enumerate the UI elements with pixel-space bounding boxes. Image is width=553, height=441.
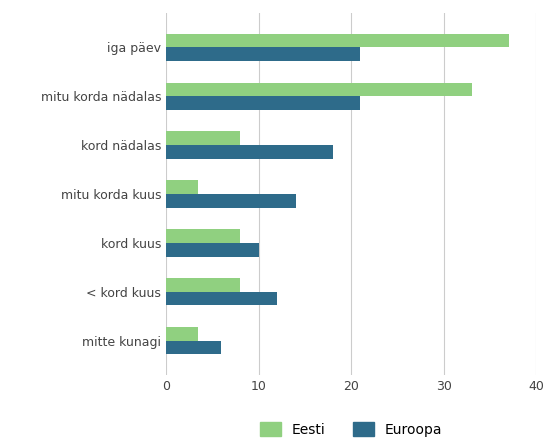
Bar [166,327,199,340]
Bar [166,180,199,194]
Bar [166,96,361,110]
Bar [166,243,259,257]
Bar [166,292,277,306]
Bar [166,278,240,292]
Bar [166,82,472,96]
Legend: Eesti, Euroopa: Eesti, Euroopa [255,418,447,441]
Bar [166,145,333,159]
Bar [166,229,240,243]
Bar [166,340,221,354]
Bar [166,48,361,61]
Bar [166,131,240,145]
Bar [166,34,509,48]
Bar [166,194,295,208]
